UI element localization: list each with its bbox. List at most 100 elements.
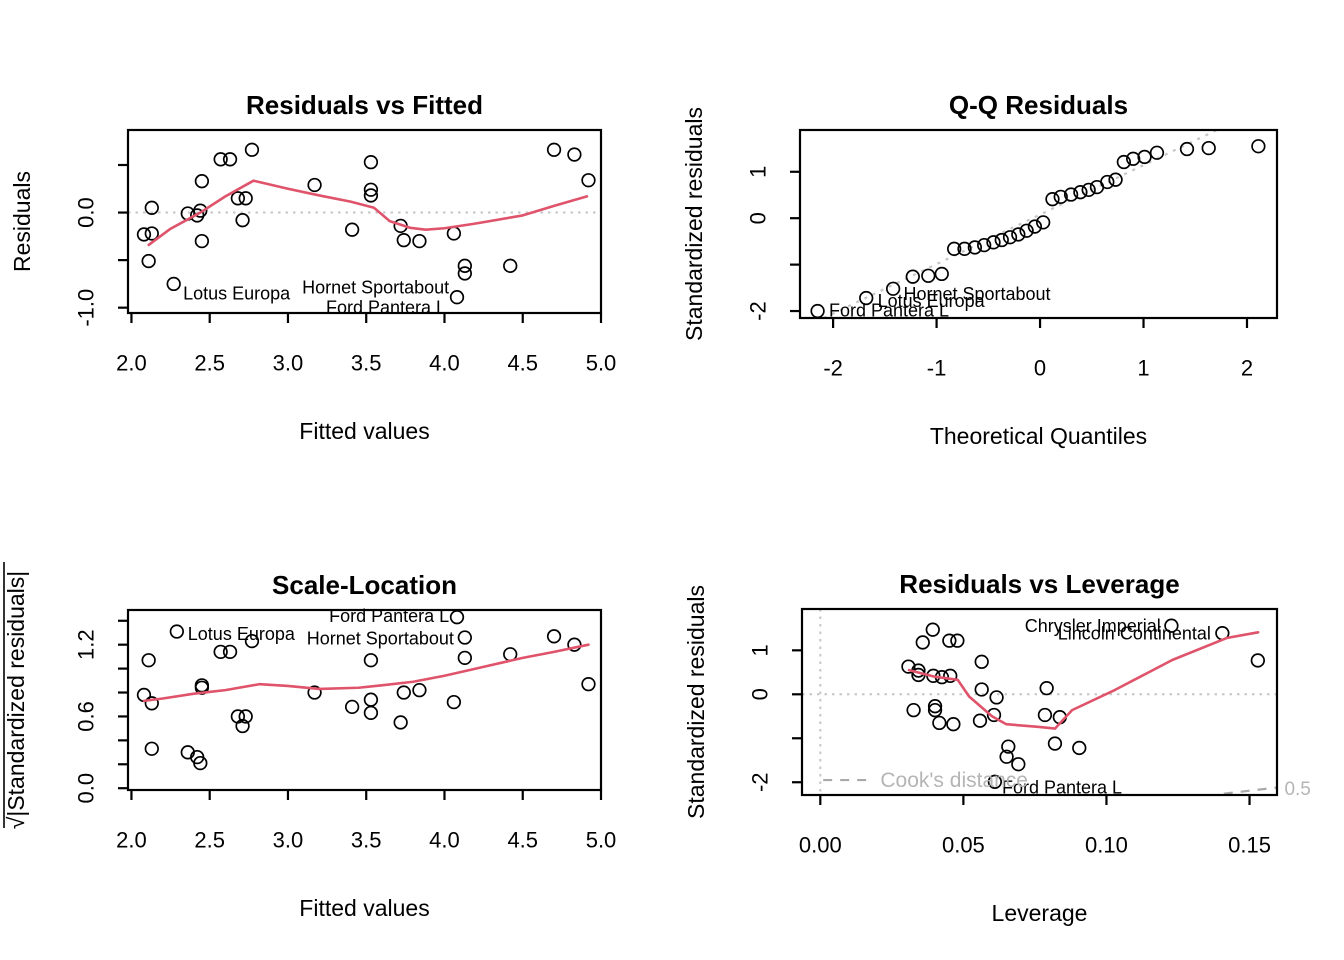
cooks-distance-contour xyxy=(1223,786,1278,795)
data-point xyxy=(943,668,958,683)
data-point xyxy=(457,258,472,273)
data-point xyxy=(307,177,322,193)
data-point xyxy=(999,749,1014,764)
data-point xyxy=(166,276,181,292)
data-point xyxy=(934,266,949,282)
data-point xyxy=(950,633,965,648)
data-point xyxy=(906,702,921,718)
x-tick-label: 0.15 xyxy=(1228,833,1271,858)
data-point xyxy=(396,232,411,248)
point-label: Hornet Sportabout xyxy=(302,278,449,298)
data-point xyxy=(810,303,825,319)
x-tick-label: 1 xyxy=(1137,356,1149,381)
plot-box xyxy=(126,128,603,315)
point-label: Lotus Europa xyxy=(188,624,296,644)
data-point xyxy=(193,203,208,218)
data-point xyxy=(1108,172,1123,187)
data-point xyxy=(136,227,152,242)
point-label: Lotus Europa xyxy=(878,291,986,311)
point-label: Chrysler Imperial xyxy=(1025,616,1161,636)
data-point xyxy=(1019,223,1034,238)
x-tick-label: 3.0 xyxy=(273,351,304,376)
x-tick-label: -2 xyxy=(823,356,843,381)
data-point xyxy=(449,610,465,625)
data-point xyxy=(977,237,992,253)
data-point xyxy=(1011,227,1026,242)
data-point xyxy=(1149,145,1165,160)
data-point xyxy=(1002,230,1018,245)
x-tick-label: 3.5 xyxy=(351,351,382,376)
data-point xyxy=(1036,215,1051,230)
data-point xyxy=(1072,740,1087,756)
data-point xyxy=(393,715,408,730)
panel-title: Residuals vs Leverage xyxy=(899,569,1179,599)
panel-residuals-vs-fitted: 2.0 2.5 3.0 3.5 4.0 4.5 5.0 -1.0 0.0 Residuals vs… xyxy=(9,90,616,444)
point-label: 0.5 xyxy=(1284,779,1310,800)
y-tick-label: 0.0 xyxy=(74,197,99,228)
data-point xyxy=(546,142,562,157)
data-point xyxy=(1063,187,1079,202)
data-point xyxy=(412,682,427,698)
x-tick-label: 0.00 xyxy=(799,833,842,858)
data-point xyxy=(1011,757,1026,772)
point-label: Ford Pantera L xyxy=(329,606,449,626)
data-point xyxy=(144,226,159,241)
data-point xyxy=(222,644,238,660)
data-point xyxy=(169,624,184,639)
y-axis-label: √|Standardized residuals| xyxy=(3,571,29,830)
data-point xyxy=(957,241,972,256)
data-point xyxy=(994,232,1009,248)
y-tick-label: 0 xyxy=(748,688,773,700)
x-tick-label: 0.10 xyxy=(1085,833,1128,858)
data-point xyxy=(235,213,250,228)
data-point xyxy=(947,241,962,256)
data-point xyxy=(141,253,156,269)
data-point xyxy=(932,715,947,731)
data-point xyxy=(344,699,360,715)
x-tick-label: 2.5 xyxy=(194,351,225,376)
y-tick-label: -2 xyxy=(746,301,771,321)
smooth-line xyxy=(147,179,589,247)
data-point xyxy=(1081,182,1096,198)
x-tick-label: 2.0 xyxy=(116,828,147,853)
data-point xyxy=(1047,736,1063,751)
point-label: Hornet Sportabout xyxy=(307,629,454,649)
data-point xyxy=(859,290,874,306)
data-point xyxy=(925,622,940,637)
data-point xyxy=(1001,739,1016,754)
panel-residuals-vs-leverage: 0.00 0.05 0.10 0.15 -2 0 1 Residuals vs Leverag… xyxy=(683,569,1311,926)
x-tick-label: 0.05 xyxy=(942,833,985,858)
data-point xyxy=(989,690,1004,705)
point-label: Ford Pantera L xyxy=(326,298,446,318)
y-tick-label: -1.0 xyxy=(74,289,99,327)
data-point xyxy=(457,266,472,281)
data-point xyxy=(921,268,936,283)
data-point xyxy=(457,630,472,645)
plot-box xyxy=(126,608,603,792)
data-point xyxy=(1037,707,1053,723)
panel-title: Residuals vs Fitted xyxy=(246,90,483,120)
point-label: Ford Pantera L xyxy=(1002,778,1122,798)
smooth-line xyxy=(142,643,590,703)
data-point xyxy=(446,694,462,710)
data-point xyxy=(238,191,253,206)
data-point xyxy=(446,226,462,241)
data-point xyxy=(1100,174,1115,190)
data-point xyxy=(581,677,596,692)
data-point xyxy=(363,154,379,170)
point-label: Hornet Sportabout xyxy=(903,284,1050,304)
data-point xyxy=(915,635,930,650)
data-point xyxy=(363,653,379,668)
data-point xyxy=(1053,189,1068,204)
x-axis-label: Leverage xyxy=(992,900,1088,926)
panel-scale-location: 2.0 2.5 3.0 3.5 4.0 4.5 5.0 0.0 0.6 1.2 Scale-Loca… xyxy=(3,562,616,921)
data-point xyxy=(974,682,989,697)
data-point xyxy=(974,654,989,669)
data-point xyxy=(213,152,228,167)
data-point xyxy=(1073,185,1088,200)
x-axis-label: Theoretical Quantiles xyxy=(930,423,1147,449)
point-label: Ford Pantera L xyxy=(829,301,949,321)
smooth-line xyxy=(907,631,1260,730)
